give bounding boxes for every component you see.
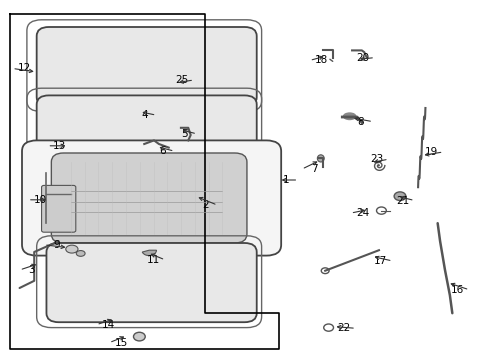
- FancyBboxPatch shape: [46, 243, 256, 322]
- Text: 5: 5: [181, 129, 188, 139]
- Ellipse shape: [317, 155, 324, 162]
- FancyBboxPatch shape: [22, 140, 281, 256]
- FancyBboxPatch shape: [51, 153, 246, 243]
- Circle shape: [133, 332, 145, 341]
- Text: 3: 3: [28, 265, 35, 275]
- Text: 15: 15: [114, 338, 128, 348]
- Text: 23: 23: [369, 154, 383, 164]
- Text: 6: 6: [159, 146, 165, 156]
- Text: 22: 22: [336, 323, 350, 333]
- FancyBboxPatch shape: [37, 95, 256, 173]
- Text: 4: 4: [141, 110, 147, 120]
- Text: 12: 12: [18, 63, 31, 73]
- FancyBboxPatch shape: [37, 27, 256, 106]
- Ellipse shape: [343, 113, 355, 120]
- FancyBboxPatch shape: [41, 185, 76, 232]
- Circle shape: [393, 192, 405, 201]
- Ellipse shape: [76, 251, 85, 256]
- Text: 14: 14: [102, 320, 115, 330]
- Text: 13: 13: [53, 141, 66, 151]
- Text: 25: 25: [175, 75, 188, 85]
- Text: 1: 1: [282, 175, 289, 185]
- Text: 21: 21: [395, 195, 408, 206]
- Text: 16: 16: [449, 285, 463, 295]
- Text: 20: 20: [356, 53, 368, 63]
- Text: 18: 18: [314, 55, 328, 66]
- Text: 11: 11: [146, 255, 160, 265]
- Wedge shape: [142, 250, 156, 256]
- Text: 17: 17: [373, 256, 386, 266]
- Text: 9: 9: [53, 240, 60, 250]
- Text: 2: 2: [202, 200, 208, 210]
- Text: 8: 8: [357, 117, 364, 127]
- Text: 19: 19: [424, 147, 437, 157]
- Ellipse shape: [65, 245, 78, 253]
- Text: 24: 24: [355, 208, 369, 218]
- Text: 7: 7: [310, 164, 317, 174]
- Text: 10: 10: [34, 195, 46, 205]
